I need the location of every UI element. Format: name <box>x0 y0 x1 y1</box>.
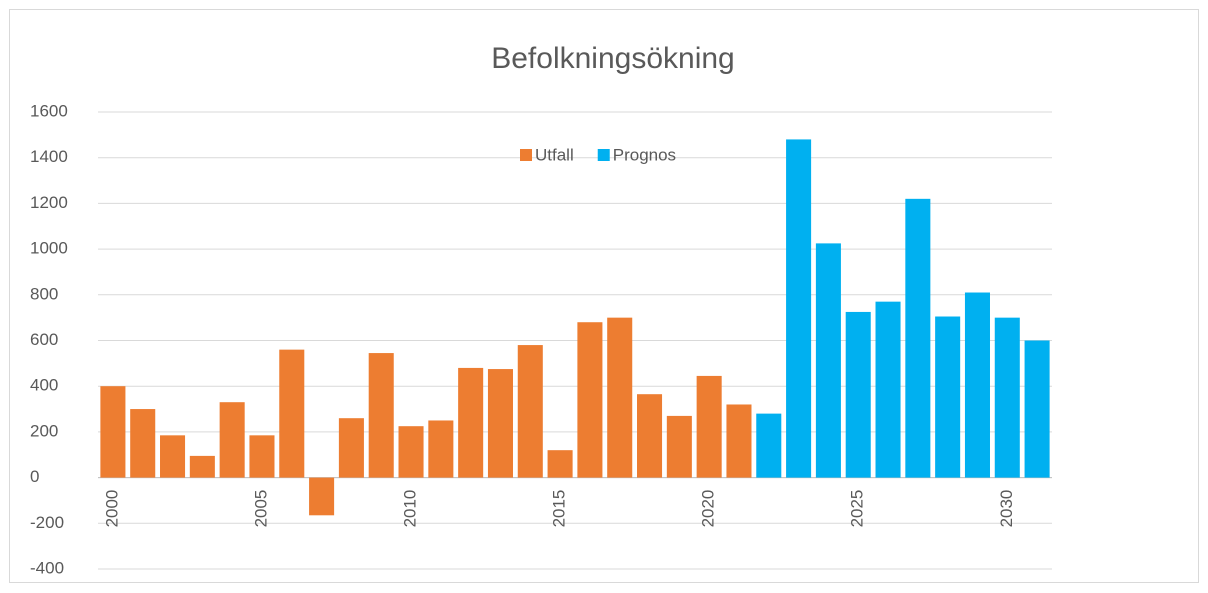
bar <box>815 243 841 478</box>
bar <box>905 198 931 478</box>
bar <box>100 386 126 478</box>
bar <box>189 455 215 478</box>
bar <box>696 375 722 478</box>
bar <box>547 450 573 478</box>
y-tick-label: -400 <box>30 558 64 577</box>
bar <box>428 420 454 478</box>
legend-label: Utfall <box>535 145 574 164</box>
y-tick-label: 800 <box>30 284 58 303</box>
bar <box>577 322 603 478</box>
y-tick-label: -200 <box>30 513 64 532</box>
bar <box>160 435 186 478</box>
bar <box>726 404 752 478</box>
bar <box>368 353 394 478</box>
bar <box>398 426 424 478</box>
bar <box>517 345 543 478</box>
y-tick-label: 1600 <box>30 101 68 120</box>
bar <box>338 418 364 478</box>
bar <box>607 317 633 478</box>
bar <box>875 301 901 478</box>
y-tick-label: 1200 <box>30 193 68 212</box>
bar <box>219 402 245 478</box>
bar <box>756 413 782 478</box>
x-tick-label: 2010 <box>401 490 420 528</box>
legend-swatch <box>520 149 532 161</box>
x-tick-label: 2005 <box>251 490 270 528</box>
bar <box>637 394 663 478</box>
bar <box>458 367 484 478</box>
x-tick-label: 2030 <box>997 490 1016 528</box>
legend-label: Prognos <box>613 145 676 164</box>
x-tick-label: 2025 <box>848 490 867 528</box>
bar <box>249 435 275 478</box>
y-tick-label: 0 <box>30 467 39 486</box>
bar <box>1024 340 1050 478</box>
y-tick-label: 200 <box>30 421 58 440</box>
bar <box>994 317 1020 478</box>
x-tick-label: 2000 <box>102 490 121 528</box>
bar <box>964 292 990 478</box>
chart-title: Befolkningsökning <box>491 42 735 75</box>
bar <box>279 349 305 478</box>
bar <box>487 369 513 478</box>
y-tick-label: 600 <box>30 330 58 349</box>
bar <box>666 415 692 478</box>
y-tick-label: 1000 <box>30 239 68 258</box>
legend-swatch <box>597 149 610 161</box>
x-tick-label: 2015 <box>550 490 569 528</box>
y-tick-label: 1400 <box>30 147 68 166</box>
y-tick-label: 400 <box>30 376 58 395</box>
bar <box>130 409 156 478</box>
bar <box>309 477 335 516</box>
x-tick-label: 2020 <box>699 490 718 528</box>
bar <box>935 316 961 478</box>
bar <box>786 139 812 478</box>
bar <box>845 311 871 478</box>
chart-frame <box>9 9 1199 583</box>
